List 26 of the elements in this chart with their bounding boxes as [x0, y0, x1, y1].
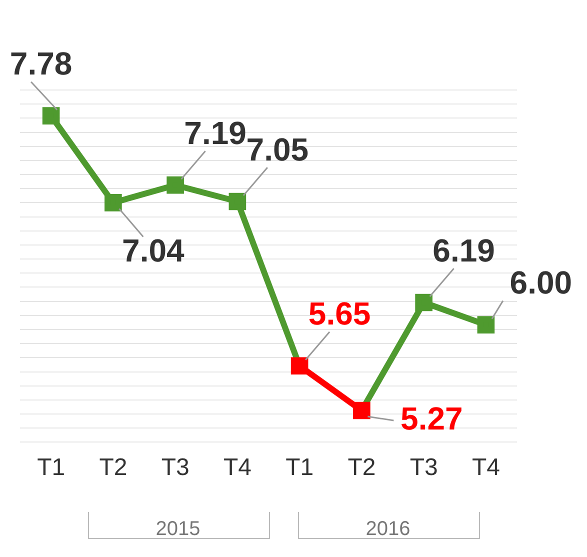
point [42, 107, 60, 124]
data-label: 5.65 [308, 296, 371, 332]
x-tick-label: T2 [348, 454, 376, 482]
x-tick-label: T2 [99, 454, 128, 482]
point [415, 294, 432, 312]
point [166, 176, 184, 194]
data-label: 5.27 [400, 400, 463, 436]
data-label: 6.19 [432, 232, 495, 268]
x-tick-label: T3 [161, 454, 190, 482]
x-tick-label: T4 [472, 454, 500, 482]
data-label: 7.05 [246, 131, 309, 168]
point [290, 357, 308, 375]
point [477, 316, 495, 334]
point [104, 194, 122, 212]
text: 2015 [154, 518, 202, 541]
data-label: 7.78 [10, 46, 72, 82]
x-tick-label: T3 [410, 454, 438, 482]
x-tick-label: T1 [37, 454, 66, 482]
point [228, 192, 246, 210]
data-label: 7.19 [184, 114, 246, 151]
x-tick-label: T1 [286, 454, 314, 482]
data-label: 7.04 [122, 232, 185, 269]
text: 2016 [364, 518, 412, 541]
point [353, 402, 370, 420]
x-tick-label: T4 [223, 454, 252, 482]
data-label: 6.00 [510, 264, 572, 301]
